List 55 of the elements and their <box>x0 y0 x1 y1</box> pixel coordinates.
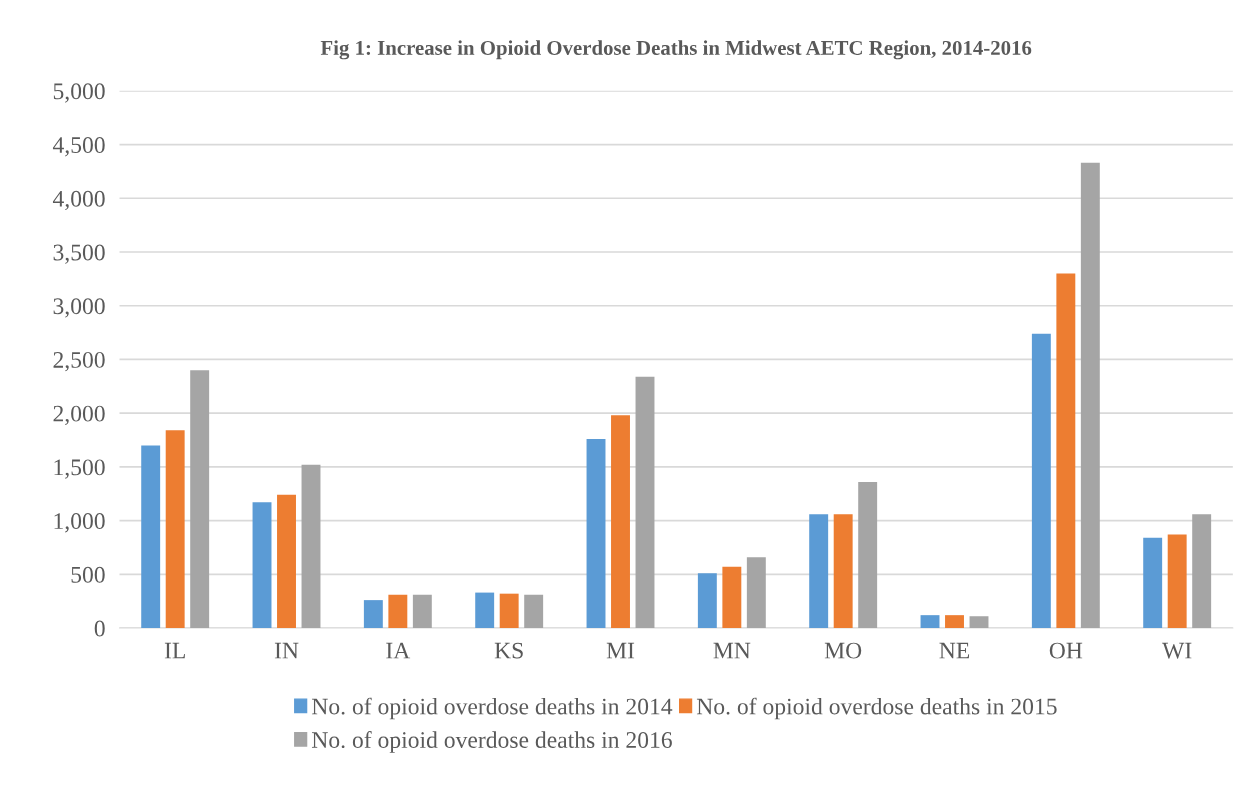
y-tick-label: 3,500 <box>53 244 105 264</box>
bar <box>412 594 432 629</box>
bar <box>858 481 878 629</box>
y-tick-label: 1,500 <box>54 459 105 479</box>
x-tick-label: IL <box>164 642 185 659</box>
bar <box>945 615 964 629</box>
y-tick-label: 2,500 <box>53 351 105 372</box>
y-tick-label: 5,000 <box>53 83 105 103</box>
x-tick-label: IA <box>386 642 411 659</box>
bar <box>1143 537 1163 629</box>
x-tick-label: NE <box>939 642 970 659</box>
bar <box>635 376 655 629</box>
y-tick-label: 500 <box>71 566 105 583</box>
y-tick-label: 4,000 <box>52 190 105 211</box>
bar <box>475 592 495 629</box>
bar <box>833 514 853 629</box>
bar <box>722 566 742 629</box>
bar <box>1080 162 1100 629</box>
bar <box>190 370 210 629</box>
x-tick-label: MI <box>606 642 635 659</box>
x-tick-label: IN <box>274 642 299 659</box>
chart-title: Fig 1: Increase in Opioid Overdose Deaths in Midwest AETC Region, 2014-2016 <box>320 40 1032 60</box>
bar <box>363 600 383 629</box>
bar <box>697 573 717 629</box>
bar <box>141 445 161 629</box>
x-tick-label: MN <box>713 642 751 659</box>
bar <box>252 502 272 629</box>
bar <box>969 616 989 629</box>
bar <box>920 615 940 629</box>
legend-label: No. of opioid overdose deaths in 2014 <box>311 697 673 720</box>
bar <box>1167 534 1187 629</box>
bar <box>586 438 606 629</box>
bar <box>388 594 408 629</box>
legend-label: No. of opioid overdose deaths in 2016 <box>311 731 672 753</box>
bar <box>277 494 296 629</box>
bar <box>1056 273 1076 629</box>
bar <box>1031 333 1051 629</box>
y-tick-label: 3,000 <box>53 298 105 318</box>
bar <box>165 430 185 629</box>
bar <box>611 415 630 629</box>
y-tick-label: 1,000 <box>54 513 105 533</box>
y-tick-label: 2,000 <box>53 405 105 425</box>
bar <box>499 593 519 629</box>
y-tick-label: 4,500 <box>52 137 105 157</box>
bar <box>1192 514 1212 629</box>
bar <box>746 557 766 629</box>
y-tick-label: 0 <box>94 620 105 637</box>
bar <box>301 464 321 629</box>
bar <box>809 514 829 629</box>
x-tick-label: WI <box>1162 642 1192 659</box>
bar <box>524 594 544 629</box>
x-tick-label: MO <box>824 642 862 659</box>
x-tick-label: OH <box>1049 642 1083 659</box>
x-tick-label: KS <box>494 642 523 659</box>
legend-label: No. of opioid overdose deaths in 2015 <box>696 697 1057 720</box>
